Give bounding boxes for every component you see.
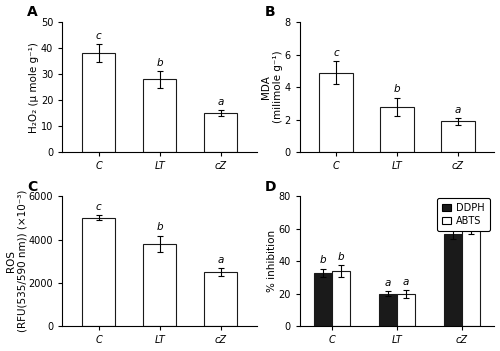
Bar [380, 107, 414, 152]
Bar [82, 53, 116, 152]
Text: C: C [27, 179, 38, 193]
Bar [204, 113, 238, 152]
Text: b: b [156, 58, 163, 68]
Bar [82, 218, 116, 326]
Legend: DDPH, ABTS: DDPH, ABTS [436, 198, 490, 231]
Text: c: c [96, 31, 102, 41]
Text: b: b [320, 255, 326, 265]
Y-axis label: MDA
(milimole g⁻¹): MDA (milimole g⁻¹) [262, 51, 283, 124]
Bar [143, 244, 176, 326]
Y-axis label: ROS
(RFU(535/590 nm)) (×10⁻³): ROS (RFU(535/590 nm)) (×10⁻³) [6, 190, 27, 332]
Bar [314, 273, 332, 326]
Bar [397, 294, 415, 326]
Bar [320, 73, 353, 152]
Bar [204, 272, 238, 326]
Bar [143, 79, 176, 152]
Bar [444, 233, 462, 326]
Text: B: B [264, 5, 275, 19]
Text: a: a [384, 278, 391, 288]
Text: c: c [333, 48, 339, 58]
Text: a: a [218, 97, 224, 107]
Text: b: b [338, 252, 344, 262]
Y-axis label: % inhibition: % inhibition [266, 230, 276, 292]
Text: a: a [454, 105, 461, 115]
Text: A: A [27, 5, 38, 19]
Text: c: c [450, 214, 456, 225]
Text: a: a [403, 277, 409, 286]
Text: a: a [218, 255, 224, 265]
Text: b: b [394, 85, 400, 94]
Bar [332, 271, 350, 326]
Text: c: c [468, 211, 474, 220]
Bar [379, 294, 397, 326]
Text: D: D [264, 179, 276, 193]
Bar [462, 229, 480, 326]
Text: c: c [96, 202, 102, 212]
Y-axis label: H₂O₂ (μ mole g⁻¹): H₂O₂ (μ mole g⁻¹) [30, 42, 40, 133]
Text: b: b [156, 223, 163, 232]
Bar [441, 121, 474, 152]
